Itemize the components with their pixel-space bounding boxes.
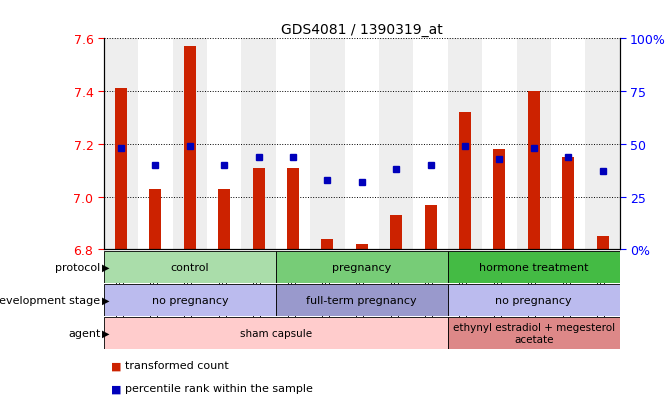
- Bar: [287, 168, 299, 250]
- Bar: [482, 39, 517, 250]
- Bar: [276, 39, 310, 250]
- Bar: [104, 284, 276, 316]
- Bar: [448, 317, 620, 349]
- Bar: [138, 39, 173, 250]
- Bar: [356, 244, 368, 250]
- Bar: [104, 317, 448, 349]
- Text: no pregnancy: no pregnancy: [151, 295, 228, 305]
- Bar: [310, 39, 344, 250]
- Bar: [390, 216, 402, 250]
- Title: GDS4081 / 1390319_at: GDS4081 / 1390319_at: [281, 23, 443, 37]
- Bar: [379, 39, 413, 250]
- Bar: [173, 39, 207, 250]
- Bar: [528, 92, 540, 250]
- Bar: [115, 89, 127, 250]
- Bar: [104, 251, 276, 283]
- Bar: [562, 158, 574, 250]
- Bar: [413, 39, 448, 250]
- Bar: [551, 39, 586, 250]
- Text: no pregnancy: no pregnancy: [495, 295, 572, 305]
- Bar: [207, 39, 241, 250]
- Bar: [459, 113, 471, 250]
- Bar: [149, 189, 161, 250]
- Text: transformed count: transformed count: [125, 361, 229, 370]
- Text: development stage: development stage: [0, 295, 100, 305]
- Bar: [276, 251, 448, 283]
- Bar: [104, 39, 138, 250]
- Bar: [448, 284, 620, 316]
- Text: ethynyl estradiol + megesterol
acetate: ethynyl estradiol + megesterol acetate: [453, 322, 615, 344]
- Text: ▶: ▶: [102, 295, 109, 305]
- Bar: [184, 47, 196, 250]
- Text: full-term pregnancy: full-term pregnancy: [306, 295, 417, 305]
- Text: agent: agent: [68, 328, 100, 338]
- Bar: [448, 251, 620, 283]
- Bar: [344, 39, 379, 250]
- Bar: [493, 150, 505, 250]
- Text: ▶: ▶: [102, 262, 109, 272]
- Bar: [517, 39, 551, 250]
- Bar: [218, 189, 230, 250]
- Text: protocol: protocol: [55, 262, 100, 272]
- Bar: [253, 168, 265, 250]
- Text: percentile rank within the sample: percentile rank within the sample: [125, 383, 313, 393]
- Bar: [276, 284, 448, 316]
- Bar: [322, 240, 334, 250]
- Bar: [448, 39, 482, 250]
- Text: sham capsule: sham capsule: [240, 328, 312, 338]
- Bar: [241, 39, 276, 250]
- Text: hormone treatment: hormone treatment: [479, 262, 588, 272]
- Text: ■: ■: [111, 361, 121, 370]
- Bar: [586, 39, 620, 250]
- Bar: [596, 237, 608, 250]
- Text: pregnancy: pregnancy: [332, 262, 391, 272]
- Text: ▶: ▶: [102, 328, 109, 338]
- Text: ■: ■: [111, 383, 121, 393]
- Bar: [425, 205, 437, 250]
- Text: control: control: [171, 262, 209, 272]
